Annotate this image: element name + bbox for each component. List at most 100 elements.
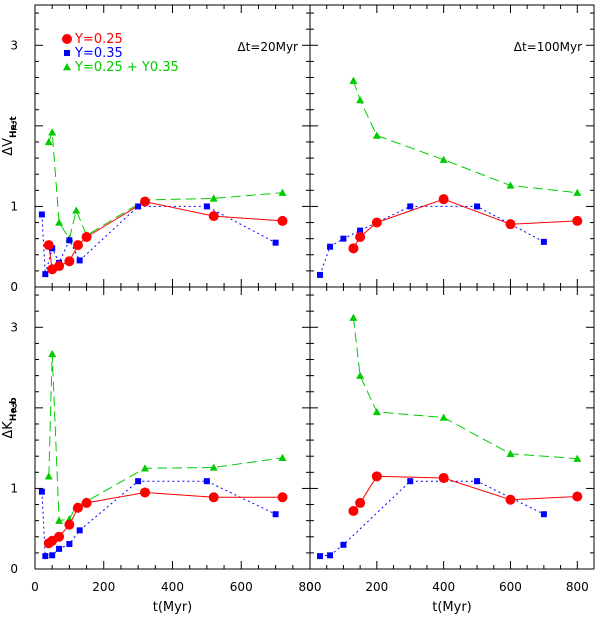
- data-point: [355, 497, 366, 508]
- data-point: [72, 240, 83, 251]
- data-point: [371, 217, 382, 228]
- y-axis-title-subscript: He-t: [9, 116, 19, 138]
- data-point: [540, 238, 547, 245]
- data-point: [135, 478, 142, 485]
- data-point: [76, 527, 83, 534]
- legend-marker: [64, 50, 70, 56]
- data-point: [272, 239, 279, 246]
- series-line: [319, 480, 545, 557]
- data-point: [505, 219, 516, 230]
- data-point: [38, 211, 45, 218]
- data-point: [48, 128, 57, 136]
- y-axis-title: ΔVHe-t: [1, 116, 19, 156]
- series-line: [352, 80, 578, 194]
- x-tick-label: 200: [365, 580, 388, 594]
- data-point: [209, 194, 218, 202]
- y-axis-title-main: ΔK: [1, 421, 16, 439]
- legend-marker: [63, 63, 71, 71]
- data-point: [72, 502, 83, 513]
- data-point: [372, 131, 381, 139]
- data-point: [81, 232, 92, 243]
- panel-top-right: Δt=100Myr: [309, 4, 595, 288]
- data-point: [272, 511, 279, 518]
- data-point: [506, 449, 515, 457]
- legend-entry: Y=0.35: [74, 46, 123, 61]
- x-tick-label: 400: [161, 580, 184, 594]
- data-point: [371, 471, 382, 482]
- x-tick-label: 200: [92, 580, 115, 594]
- series-line: [41, 205, 276, 275]
- data-point: [38, 488, 45, 495]
- data-point: [540, 511, 547, 518]
- y-axis-title: ΔKHe-b: [1, 397, 19, 439]
- data-point: [438, 194, 449, 205]
- x-tick-label: 800: [566, 580, 589, 594]
- legend-marker: [62, 34, 72, 44]
- data-point: [277, 492, 288, 503]
- data-point: [278, 188, 287, 196]
- data-point: [349, 313, 358, 321]
- x-tick-label: 600: [230, 580, 253, 594]
- data-point: [49, 552, 56, 559]
- data-point: [64, 519, 75, 530]
- data-point: [43, 240, 54, 251]
- series-line: [352, 317, 578, 460]
- data-point: [64, 256, 75, 267]
- data-point: [572, 491, 583, 502]
- data-point: [474, 203, 481, 210]
- series-line: [353, 475, 578, 512]
- data-point: [81, 497, 92, 508]
- data-point: [140, 487, 150, 498]
- data-point: [42, 553, 49, 560]
- x-tick-label: 800: [299, 580, 322, 594]
- data-point: [66, 237, 73, 244]
- series-line: [48, 353, 283, 522]
- data-point: [44, 472, 53, 480]
- data-point: [140, 196, 150, 207]
- data-point: [348, 505, 359, 516]
- data-point: [372, 407, 381, 416]
- data-point: [54, 261, 65, 272]
- legend-entry: Y=0.25 + Y0.35: [74, 60, 179, 75]
- data-point: [348, 243, 359, 254]
- data-point: [208, 492, 219, 503]
- x-tick-label: 600: [499, 580, 522, 594]
- data-point: [208, 211, 219, 222]
- panel-bottom-left: 0 1 2 3 0 200 400 600 800 t(Myr) ΔKHe-b: [1, 286, 322, 615]
- data-point: [407, 478, 414, 485]
- y-axis-title-main: ΔV: [1, 138, 16, 156]
- data-point: [56, 545, 63, 552]
- data-point: [439, 413, 448, 421]
- data-point: [55, 516, 64, 524]
- series-line: [319, 205, 545, 276]
- data-point: [340, 235, 347, 242]
- y-tick-label: 1: [10, 199, 18, 213]
- data-point: [439, 155, 448, 163]
- data-point: [349, 76, 358, 84]
- data-point: [572, 215, 583, 226]
- data-point: [474, 478, 481, 485]
- data-point: [340, 541, 347, 548]
- y-tick-label: 1: [10, 481, 18, 495]
- data-point: [141, 464, 149, 472]
- legend-entry: Y=0.25: [74, 32, 123, 47]
- data-point: [506, 181, 515, 189]
- data-point: [573, 454, 582, 462]
- data-point: [135, 203, 142, 210]
- data-point: [48, 349, 57, 358]
- data-point: [76, 257, 83, 264]
- data-point: [203, 203, 210, 210]
- data-point: [505, 494, 516, 505]
- data-point: [573, 188, 582, 196]
- x-axis-title: t(Myr): [153, 600, 193, 615]
- panel-frame: [309, 286, 595, 570]
- series-line: [48, 132, 283, 240]
- x-tick-label: 0: [31, 580, 39, 594]
- data-point: [356, 371, 365, 379]
- panel-top-left: 0 1 2 3 ΔVHe-t Δt=20Myr Y=0.25Y=0.35Y=0.25 + Y…: [1, 4, 311, 294]
- data-point: [407, 203, 414, 210]
- y-tick-label: 3: [10, 38, 18, 52]
- panel-frame: [34, 286, 311, 570]
- y-tick-label: 2: [10, 401, 18, 415]
- data-point: [66, 541, 73, 548]
